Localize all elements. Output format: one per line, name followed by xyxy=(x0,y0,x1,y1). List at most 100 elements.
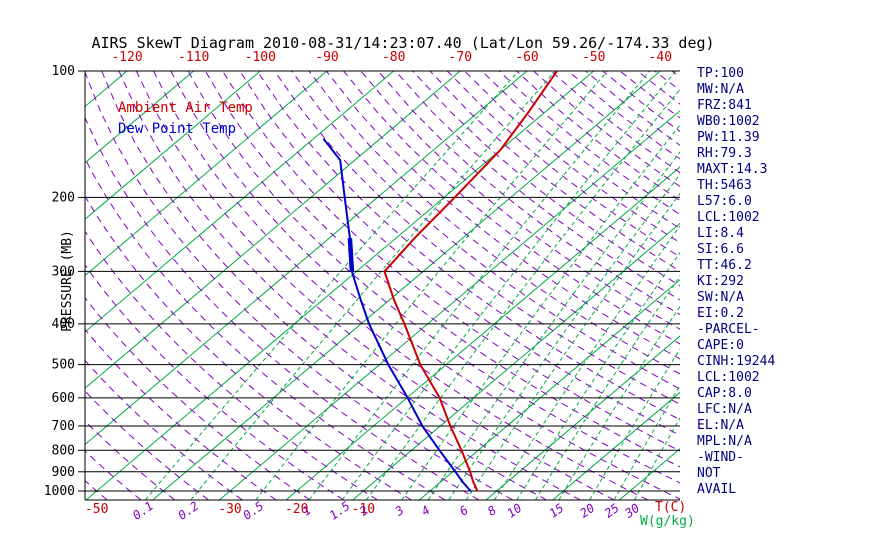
isotherm-line xyxy=(85,71,261,220)
mixing-ratio-line xyxy=(465,192,680,500)
stat-line: SI:6.6 xyxy=(697,242,744,257)
mixing-ratio-unit-label: W(g/kg) xyxy=(640,514,695,529)
stat-line: LCL:1002 xyxy=(697,370,760,385)
dry-adiabat-line xyxy=(85,359,243,500)
isotherm-line xyxy=(85,71,461,389)
bottom-temp-label: -20 xyxy=(285,502,308,517)
mixing-ratio-label: 8 xyxy=(485,503,499,519)
top-temp-label: -110 xyxy=(178,50,209,65)
dry-adiabat-line xyxy=(85,296,311,500)
stat-line: MAXT:14.3 xyxy=(697,162,767,177)
mixing-ratio-label: 10 xyxy=(504,501,524,521)
top-temp-label: -120 xyxy=(111,50,142,65)
dry-adiabat-line xyxy=(170,71,680,500)
stat-line: CINH:19244 xyxy=(697,354,775,369)
stat-line: TH:5463 xyxy=(697,178,752,193)
dew-point-curve-thick xyxy=(347,237,355,272)
top-temp-label: -50 xyxy=(582,50,605,65)
dry-adiabat-line xyxy=(291,71,680,390)
mixing-ratio-line xyxy=(613,384,680,500)
ambient-temp-curve xyxy=(383,71,558,492)
stat-line: WB0:1002 xyxy=(697,114,760,129)
grid-layer xyxy=(85,71,680,500)
bottom-temp-label: -50 xyxy=(85,502,108,517)
stat-line: LCL:1002 xyxy=(697,210,760,225)
dry-adiabat-line xyxy=(274,71,680,405)
stat-line: CAP:8.0 xyxy=(697,386,752,401)
dry-adiabat-line xyxy=(85,264,344,500)
stat-line: -WIND- xyxy=(697,450,744,465)
top-temp-label: -80 xyxy=(382,50,405,65)
isotherm-line xyxy=(85,71,528,446)
bottom-temp-label: -30 xyxy=(218,502,241,517)
dry-adiabat-line xyxy=(308,71,680,375)
pressure-tick-label: 600 xyxy=(52,391,75,406)
stat-line: PW:11.39 xyxy=(697,130,760,145)
dry-adiabat-line xyxy=(85,116,480,500)
isotherm-line xyxy=(419,279,680,500)
dry-adiabat-line xyxy=(412,71,680,287)
legend-dew-point-temp: Dew Point Temp xyxy=(118,121,236,137)
isotherm-line xyxy=(152,71,661,500)
mixing-ratio-label: 3 xyxy=(392,503,407,519)
dry-adiabat-line xyxy=(377,71,680,316)
stat-line: SW:N/A xyxy=(697,290,744,305)
stat-line: RH:79.3 xyxy=(697,146,752,161)
pressure-tick-label: 900 xyxy=(52,465,75,480)
isotherm-line xyxy=(352,222,680,500)
mixing-ratio-label: 0.2 xyxy=(176,499,202,523)
pressure-tick-label: 200 xyxy=(52,190,75,205)
dry-adiabat-line xyxy=(135,71,615,500)
dry-adiabat-line xyxy=(516,71,680,202)
mixing-ratio-label: 20 xyxy=(577,501,597,521)
isotherm-line xyxy=(219,110,680,500)
top-temp-label: -90 xyxy=(315,50,338,65)
isotherm-line xyxy=(485,335,680,500)
stat-line: TP:100 xyxy=(697,66,744,81)
isotherm-line xyxy=(285,166,680,500)
mixing-ratio-line xyxy=(308,71,651,500)
dry-adiabat-line xyxy=(498,71,680,216)
stat-line: -PARCEL- xyxy=(697,322,760,337)
dry-adiabat-line xyxy=(85,157,446,500)
mixing-ratio-label: 6 xyxy=(457,503,471,519)
dry-adiabat-line xyxy=(395,71,680,301)
mixing-ratio-label: 25 xyxy=(602,501,622,521)
dry-adiabat-line xyxy=(204,71,680,468)
mixing-ratio-line xyxy=(427,151,680,500)
pressure-tick-label: 300 xyxy=(52,264,75,279)
stat-line: LFC:N/A xyxy=(697,402,752,417)
stat-line: AVAIL xyxy=(697,482,736,497)
mixing-ratio-line xyxy=(558,305,680,500)
mixing-ratio-line xyxy=(535,275,680,500)
dry-adiabat-line xyxy=(239,71,680,436)
mixing-ratio-line xyxy=(145,71,519,500)
stat-line: MW:N/A xyxy=(697,82,744,97)
top-temp-label: -60 xyxy=(515,50,538,65)
stat-line: EL:N/A xyxy=(697,418,744,433)
dry-adiabat-line xyxy=(118,71,581,500)
dry-adiabat-line xyxy=(654,71,680,91)
top-temp-label: -100 xyxy=(245,50,276,65)
pressure-tick-label: 400 xyxy=(52,317,75,332)
dry-adiabat-line xyxy=(153,71,649,500)
mixing-ratio-line xyxy=(341,71,677,500)
stat-line: FRZ:841 xyxy=(697,98,752,113)
mixing-ratio-line xyxy=(516,251,680,500)
top-temp-label: -40 xyxy=(649,50,672,65)
stat-line: LI:8.4 xyxy=(697,226,744,241)
stat-line: L57:6.0 xyxy=(697,194,752,209)
mixing-ratio-label: 0.5 xyxy=(241,499,267,523)
curves-layer xyxy=(322,71,558,493)
mixing-ratio-line xyxy=(365,88,680,500)
mixing-ratio-label: 4 xyxy=(419,503,433,519)
mixing-ratio-line xyxy=(589,348,680,500)
pressure-axis-label: PRESSURE (MB) xyxy=(60,230,75,332)
stat-line: TT:46.2 xyxy=(697,258,752,273)
pressure-tick-label: 500 xyxy=(52,358,75,373)
dew-point-curve xyxy=(322,138,472,493)
stat-line: EI:0.2 xyxy=(697,306,744,321)
dry-adiabat-line xyxy=(360,71,680,330)
mixing-ratio-label: 1.5 xyxy=(327,499,353,523)
